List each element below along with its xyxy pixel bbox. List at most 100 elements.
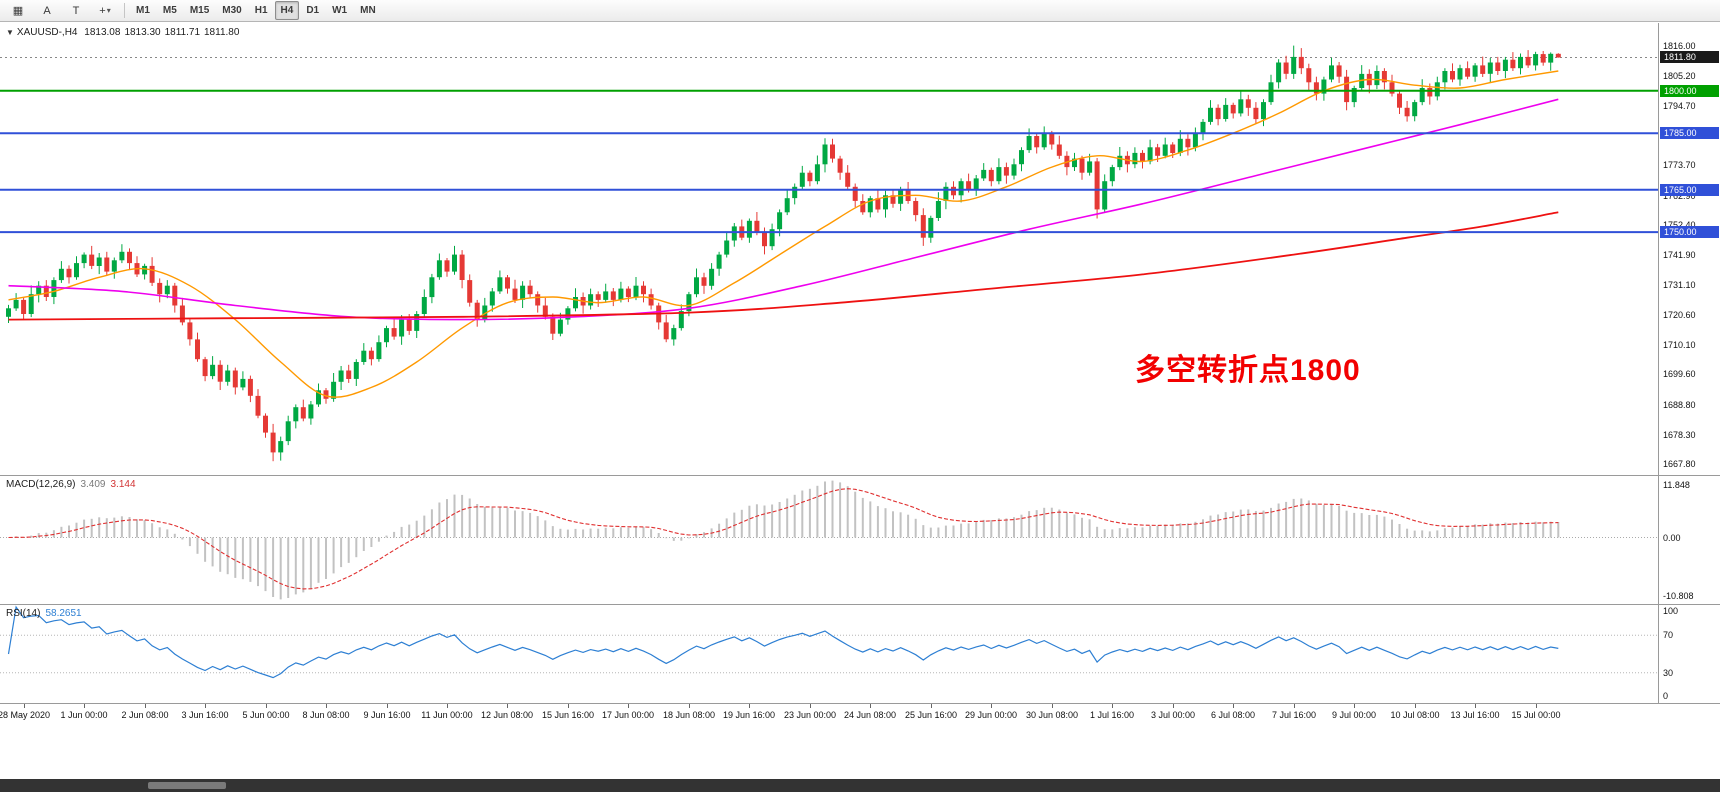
price-tick: 1794.70 [1663, 101, 1696, 111]
time-tick [266, 704, 267, 708]
timeframe-button-D1[interactable]: D1 [306, 5, 320, 16]
time-label: 5 Jun 00:00 [242, 710, 290, 720]
time-tick [1354, 704, 1355, 708]
time-label: 9 Jul 00:00 [1331, 710, 1377, 720]
rsi-panel[interactable]: RSI(14) 58.2651 [0, 605, 1658, 703]
time-label: 15 Jun 16:00 [541, 710, 595, 720]
macd-main-value: 3.409 [80, 479, 106, 490]
price-annotation: 多空转折点1800 [1135, 354, 1361, 387]
time-tick [870, 704, 871, 708]
macd-histogram [15, 480, 1560, 600]
time-label: 17 Jun 00:00 [601, 710, 655, 720]
time-label: 7 Jul 16:00 [1271, 710, 1317, 720]
time-label: 24 Jun 08:00 [843, 710, 897, 720]
candlestick-chart[interactable] [0, 23, 1658, 475]
rsi-chart[interactable] [0, 605, 1658, 703]
panel-divider-2[interactable] [0, 604, 1720, 605]
price-tick: 1741.90 [1663, 250, 1696, 260]
time-label: 18 Jun 08:00 [662, 710, 716, 720]
ma-slow-line [8, 211, 1559, 321]
timeframe-button-MN[interactable]: MN [360, 5, 376, 16]
bottom-scrollbar[interactable] [0, 779, 1720, 792]
macd-axis-min: -10.808 [1663, 591, 1694, 601]
collapse-icon[interactable]: ▼ [6, 28, 14, 37]
panel-divider-3[interactable] [0, 703, 1720, 704]
time-label: 9 Jun 16:00 [363, 710, 411, 720]
rsi-axis-70: 70 [1663, 630, 1674, 640]
toolbar: ▦ A T + ▾ M1 M5 M15 M30 H1 H4 D1 W1 MN [0, 0, 1720, 22]
scrollbar-handle[interactable] [148, 782, 226, 789]
chevron-down-icon: ▾ [106, 6, 111, 15]
hline-price-badge: 1800.00 [1660, 85, 1719, 97]
chart-header: ▼ XAUUSD-,H4 1813.08 1813.30 1811.71 1811.80 [6, 27, 243, 38]
candles-layer [6, 45, 1561, 462]
time-tick [1052, 704, 1053, 708]
rsi-value: 58.2651 [45, 608, 82, 619]
timeframe-button-M15[interactable]: M15 [189, 5, 210, 16]
timeframe-button-M30[interactable]: M30 [222, 5, 242, 16]
time-label: 13 Jul 16:00 [1450, 710, 1500, 720]
crosshair-tool[interactable]: + ▾ [99, 4, 111, 17]
rsi-axis-30: 30 [1663, 668, 1674, 678]
time-label: 29 Jun 00:00 [964, 710, 1018, 720]
time-tick [1173, 704, 1174, 708]
price-axis[interactable]: 1816.00 1805.20 1794.70 1773.70 1762.90 1752.… [1658, 23, 1720, 475]
price-tick: 1816.00 [1663, 41, 1696, 51]
macd-axis-zero: 0.00 [1663, 533, 1681, 543]
time-label: 3 Jun 16:00 [181, 710, 229, 720]
time-axis[interactable]: 28 May 2020 1 Jun 00:00 2 Jun 08:00 3 Jun 1… [0, 704, 1720, 728]
ma-fast-line [8, 70, 1559, 398]
time-tick [1294, 704, 1295, 708]
macd-label: MACD(12,26,9) 3.409 3.144 [6, 479, 141, 490]
macd-panel[interactable]: MACD(12,26,9) 3.409 3.144 [0, 476, 1658, 604]
time-tick [749, 704, 750, 708]
time-tick [991, 704, 992, 708]
time-label: 8 Jun 08:00 [302, 710, 350, 720]
chart-window-icon[interactable]: ▦ [12, 5, 24, 17]
timeframe-button-H1[interactable]: H1 [254, 5, 268, 16]
panel-divider-1[interactable] [0, 475, 1720, 476]
time-tick [931, 704, 932, 708]
macd-signal-line [8, 488, 1559, 590]
timeframe-button-H4[interactable]: H4 [274, 1, 300, 20]
quote-open: 1813.08 [84, 27, 121, 38]
macd-signal-value: 3.144 [110, 479, 136, 490]
time-label: 6 Jul 08:00 [1210, 710, 1256, 720]
time-tick [387, 704, 388, 708]
text-tool[interactable]: T [72, 4, 80, 17]
time-label: 11 Jun 00:00 [421, 710, 473, 720]
price-tick: 1752.40 [1663, 220, 1696, 230]
hline-price-badge: 1785.00 [1660, 127, 1719, 139]
time-label: 30 Jun 08:00 [1025, 710, 1079, 720]
price-tick: 1688.80 [1663, 400, 1696, 410]
macd-name: MACD(12,26,9) [6, 479, 76, 490]
price-tick: 1720.60 [1663, 310, 1696, 320]
rsi-axis-0: 0 [1663, 691, 1669, 701]
time-label: 12 Jun 08:00 [480, 710, 534, 720]
price-tick: 1710.10 [1663, 340, 1696, 350]
price-tick: 1678.30 [1663, 430, 1696, 440]
time-tick [689, 704, 690, 708]
time-tick [507, 704, 508, 708]
time-tick [145, 704, 146, 708]
price-tick: 1805.20 [1663, 71, 1696, 81]
time-tick [326, 704, 327, 708]
time-tick [24, 704, 25, 708]
time-tick [1112, 704, 1113, 708]
macd-chart[interactable] [0, 476, 1658, 604]
time-tick [1415, 704, 1416, 708]
hline-price-badge: 1750.00 [1660, 226, 1719, 238]
main-chart-panel[interactable]: ▼ XAUUSD-,H4 1813.08 1813.30 1811.71 1811.80… [0, 23, 1658, 475]
price-tick: 1731.10 [1663, 280, 1696, 290]
time-tick [568, 704, 569, 708]
timeframe-button-M5[interactable]: M5 [162, 5, 177, 16]
macd-axis-max: 11.848 [1663, 480, 1690, 490]
timeframe-button-W1[interactable]: W1 [332, 5, 348, 16]
time-label: 28 May 2020 [0, 710, 51, 720]
macd-axis[interactable]: 11.848 0.00 -10.808 [1658, 476, 1720, 604]
rsi-axis[interactable]: 100 70 30 0 [1658, 605, 1720, 703]
cursor-tool[interactable]: A [43, 4, 51, 17]
timeframe-button-M1[interactable]: M1 [136, 5, 150, 16]
rsi-axis-100: 100 [1663, 606, 1679, 616]
price-tick: 1699.60 [1663, 369, 1696, 379]
